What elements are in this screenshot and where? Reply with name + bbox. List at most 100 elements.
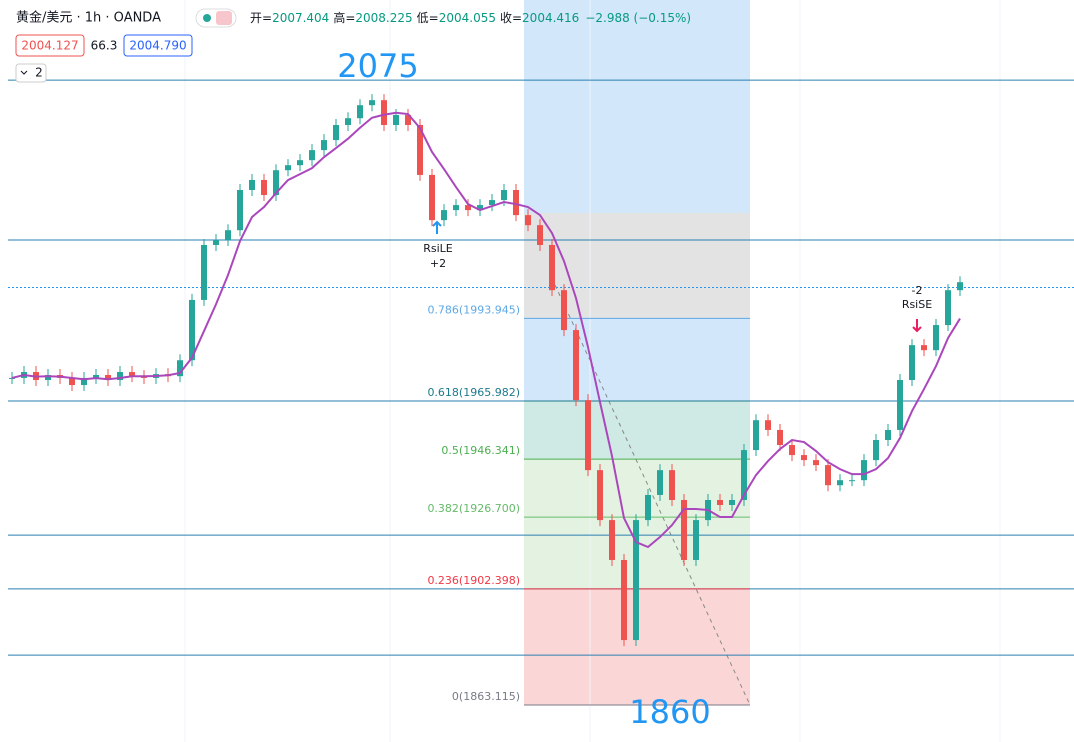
ohlc-value: 2004.416 bbox=[522, 11, 579, 25]
ohlc-label: 高= bbox=[333, 10, 355, 25]
candle bbox=[405, 114, 411, 125]
candle bbox=[465, 205, 471, 211]
candle bbox=[609, 520, 615, 560]
candle bbox=[249, 179, 255, 191]
candle bbox=[489, 200, 495, 206]
sell-box[interactable] bbox=[15, 34, 85, 57]
candle bbox=[45, 374, 51, 381]
candle bbox=[789, 445, 795, 456]
candle bbox=[597, 470, 603, 521]
ohlc-label: 开= bbox=[250, 11, 272, 25]
candle bbox=[657, 470, 663, 495]
symbol: 黄金/美元 · 1h · OANDA bbox=[16, 10, 161, 26]
candle bbox=[441, 210, 447, 221]
candle bbox=[213, 239, 219, 245]
chevron bbox=[20, 70, 28, 75]
candle bbox=[393, 114, 399, 125]
candle bbox=[645, 494, 651, 521]
candle bbox=[825, 465, 831, 486]
ohlc-change: −2.988 (−0.15%) bbox=[585, 11, 691, 25]
buy-box[interactable] bbox=[123, 34, 193, 57]
candle bbox=[309, 150, 315, 161]
ohlc-value: 2008.225 bbox=[355, 11, 412, 25]
candle bbox=[285, 165, 291, 171]
candle bbox=[417, 124, 423, 175]
candle bbox=[117, 372, 123, 381]
fib-label: 0.236(1902.398) bbox=[427, 574, 520, 587]
candle bbox=[885, 429, 891, 440]
candle bbox=[849, 480, 855, 482]
fib-zone bbox=[524, 213, 750, 318]
candle bbox=[633, 520, 639, 641]
ohlc-value: 2007.404 bbox=[272, 11, 329, 25]
indicator-toggle[interactable] bbox=[15, 63, 47, 83]
candle bbox=[801, 455, 807, 461]
candle bbox=[897, 380, 903, 430]
fib-label: 0.618(1965.982) bbox=[427, 386, 520, 399]
fib-zone bbox=[524, 0, 750, 401]
candle bbox=[357, 105, 363, 119]
candle bbox=[765, 420, 771, 430]
candle bbox=[837, 480, 843, 486]
candle bbox=[273, 170, 279, 196]
ohlc-label: 收= bbox=[500, 11, 522, 25]
candle bbox=[93, 374, 99, 378]
candle bbox=[525, 215, 531, 226]
candle bbox=[669, 470, 675, 500]
candle bbox=[201, 244, 207, 300]
candle bbox=[585, 400, 591, 471]
long-signal: RsiLE bbox=[423, 242, 453, 255]
candle bbox=[561, 290, 567, 331]
fib-label: 0.382(1926.700) bbox=[427, 502, 520, 515]
fib-trend-line bbox=[554, 284, 751, 706]
candle bbox=[957, 282, 963, 291]
low-label: 1860 bbox=[629, 693, 710, 731]
candle bbox=[453, 205, 459, 211]
candle bbox=[225, 230, 231, 240]
candle bbox=[873, 439, 879, 461]
fib-label: 0(1863.115) bbox=[452, 690, 520, 703]
candle bbox=[129, 372, 135, 377]
candle bbox=[621, 559, 627, 641]
candle bbox=[945, 290, 951, 326]
candle bbox=[777, 429, 783, 446]
candle bbox=[717, 499, 723, 506]
candle bbox=[573, 330, 579, 401]
candle bbox=[681, 499, 687, 560]
candle bbox=[177, 360, 183, 377]
candle bbox=[69, 377, 75, 386]
buy-price: 2004.790 bbox=[129, 39, 186, 53]
ohlc: 开=2007.404 高=2008.225 低=2004.055 收=2004.416… bbox=[250, 10, 691, 25]
long-arrow bbox=[432, 220, 442, 234]
candle bbox=[381, 100, 387, 125]
short-signal: RsiSE bbox=[902, 298, 932, 311]
fib-zone bbox=[524, 401, 750, 459]
ohlc-label: 低= bbox=[417, 11, 439, 25]
spread: 66.3 bbox=[91, 39, 118, 53]
candle bbox=[477, 205, 483, 211]
candle bbox=[237, 190, 243, 231]
sell-price: 2004.127 bbox=[21, 39, 78, 53]
moving-average bbox=[11, 111, 961, 549]
candle bbox=[297, 160, 303, 166]
candle bbox=[729, 499, 735, 506]
candle bbox=[501, 190, 507, 201]
candle bbox=[321, 140, 327, 151]
candle bbox=[345, 118, 351, 125]
candle bbox=[429, 174, 435, 221]
candle bbox=[549, 244, 555, 291]
candle bbox=[105, 374, 111, 381]
high-label: 2075 bbox=[337, 47, 418, 85]
candle bbox=[741, 450, 747, 500]
candle bbox=[921, 345, 927, 351]
market-status bbox=[203, 14, 211, 22]
candle bbox=[189, 299, 195, 361]
candle bbox=[537, 225, 543, 245]
ohlc-value: 2004.055 bbox=[439, 11, 496, 25]
candle bbox=[81, 377, 87, 386]
candle bbox=[9, 377, 15, 379]
candle bbox=[909, 345, 915, 381]
candle bbox=[513, 190, 519, 216]
short-arrow bbox=[912, 319, 922, 333]
